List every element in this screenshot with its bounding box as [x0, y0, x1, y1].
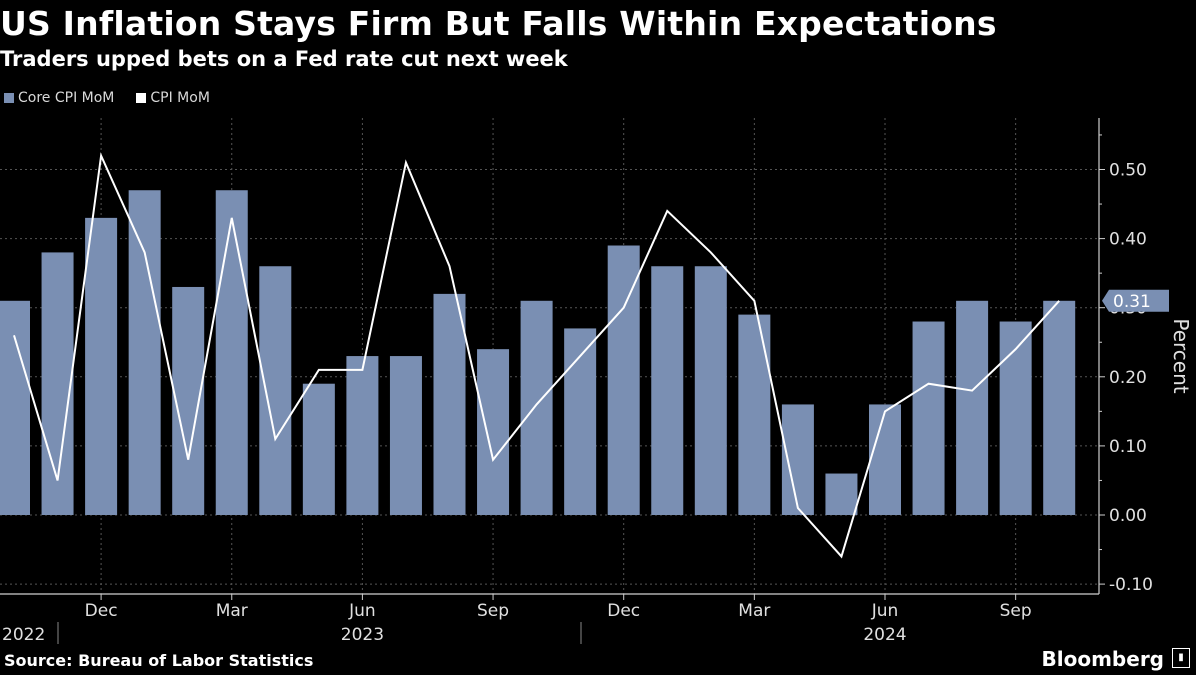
- legend-item-core-cpi: Core CPI MoM: [4, 90, 114, 106]
- bar-core-cpi: [520, 300, 553, 515]
- legend: Core CPI MoM CPI MoM: [4, 90, 210, 106]
- bar-core-cpi: [869, 404, 901, 515]
- x-tick-label: Jun: [348, 601, 376, 621]
- bar-core-cpi: [825, 473, 858, 515]
- bar-core-cpi: [607, 245, 640, 515]
- x-tick-label: Mar: [738, 601, 770, 621]
- x-year-label: 2023: [341, 625, 384, 645]
- bar-core-cpi: [128, 190, 161, 516]
- legend-swatch-cpi: [136, 93, 147, 103]
- y-tick-label: 0.50: [1109, 161, 1147, 181]
- last-value-label: 0.31: [1113, 292, 1151, 312]
- bar-core-cpi: [477, 349, 510, 515]
- bar-core-cpi: [302, 383, 335, 515]
- legend-label-cpi: CPI MoM: [150, 90, 210, 106]
- bar-core-cpi: [564, 328, 597, 515]
- y-tick-label: 0.00: [1109, 506, 1147, 526]
- bar-core-cpi: [85, 217, 118, 515]
- y-tick-label: 0.10: [1109, 437, 1147, 457]
- bar-core-cpi: [41, 252, 74, 516]
- x-tick-label: Jun: [871, 601, 899, 621]
- bar-core-cpi: [999, 321, 1032, 515]
- x-tick-label: Sep: [1000, 601, 1032, 621]
- y-tick-label: 0.40: [1109, 230, 1147, 250]
- x-year-label: 2024: [863, 625, 906, 645]
- x-year-label: 2022: [2, 625, 45, 645]
- bar-core-cpi: [694, 266, 727, 515]
- legend-item-cpi: CPI MoM: [136, 90, 210, 106]
- chart-subtitle: Traders upped bets on a Fed rate cut nex…: [0, 47, 568, 71]
- bar-core-cpi: [956, 300, 989, 515]
- bar-core-cpi: [259, 266, 292, 515]
- line-cpi: [13, 152, 1060, 559]
- y-tick-label: 0.20: [1109, 368, 1147, 388]
- y-tick-label: -0.10: [1109, 575, 1153, 595]
- last-value-badge: [1102, 289, 1169, 312]
- bar-core-cpi: [346, 356, 379, 515]
- brand-logo: Bloomberg: [1041, 647, 1164, 671]
- bar-core-cpi: [912, 321, 945, 515]
- legend-swatch-core-cpi: [4, 93, 14, 103]
- bar-core-cpi: [389, 356, 422, 515]
- bar-core-cpi: [781, 404, 814, 515]
- bar-core-cpi: [0, 300, 30, 515]
- bar-core-cpi: [215, 190, 248, 516]
- source-note: Source: Bureau of Labor Statistics: [4, 651, 314, 670]
- x-tick-label: Sep: [477, 601, 509, 621]
- x-tick-label: Dec: [85, 601, 118, 621]
- y-axis-title: Percent: [1169, 318, 1193, 393]
- bar-core-cpi: [1043, 300, 1076, 515]
- x-tick-label: Mar: [216, 601, 248, 621]
- bloomberg-mark-icon: ▮: [1172, 648, 1190, 668]
- bar-core-cpi: [738, 314, 771, 515]
- bar-core-cpi: [651, 266, 684, 515]
- x-tick-label: Dec: [607, 601, 640, 621]
- legend-label-core-cpi: Core CPI MoM: [18, 90, 115, 106]
- chart-title: US Inflation Stays Firm But Falls Within…: [0, 4, 997, 43]
- bar-core-cpi: [433, 293, 466, 515]
